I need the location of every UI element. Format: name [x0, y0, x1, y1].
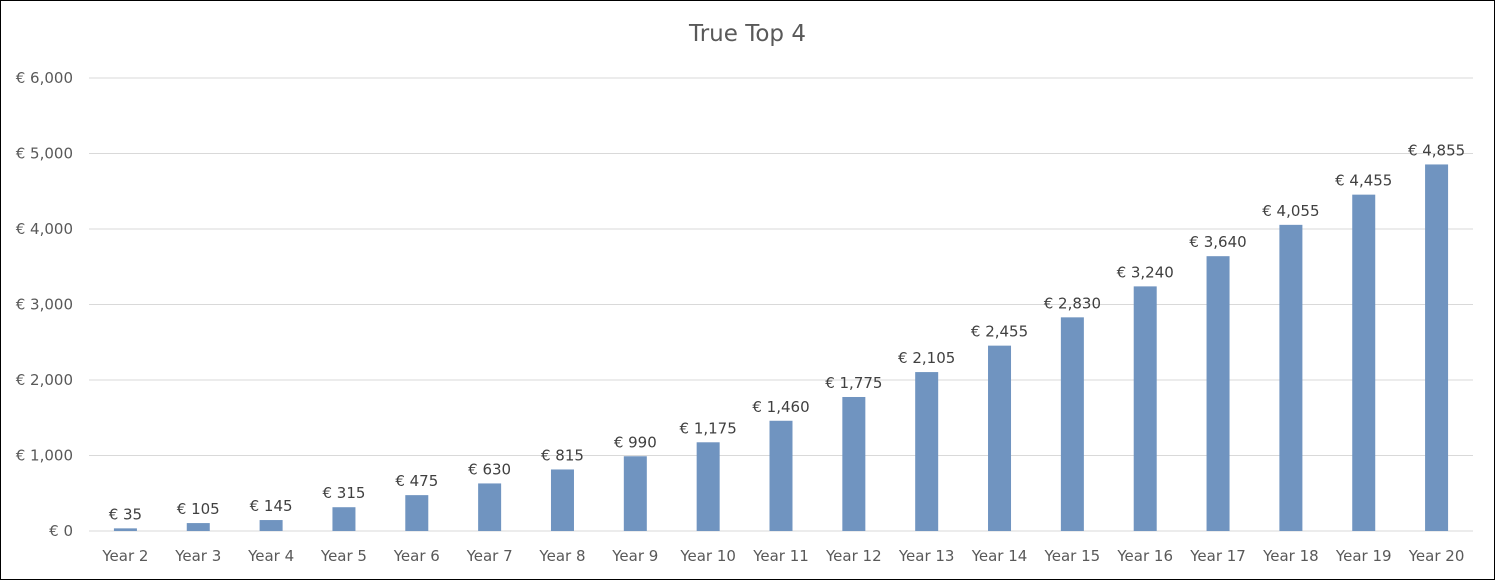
x-tick-label: Year 3 — [174, 547, 221, 565]
data-label: € 35 — [109, 505, 142, 523]
data-label: € 2,105 — [898, 349, 955, 367]
y-tick-label: € 5,000 — [16, 145, 73, 163]
x-tick-label: Year 8 — [538, 547, 585, 565]
bar — [405, 495, 429, 531]
data-label: € 1,175 — [680, 419, 737, 437]
x-tick-label: Year 2 — [101, 547, 148, 565]
y-tick-label: € 6,000 — [16, 69, 73, 87]
data-label: € 1,460 — [752, 398, 809, 416]
x-tick-label: Year 4 — [247, 547, 294, 565]
y-tick-label: € 2,000 — [16, 371, 73, 389]
bar — [842, 396, 866, 531]
data-label: € 4,455 — [1335, 172, 1392, 190]
x-tick-label: Year 19 — [1335, 547, 1392, 565]
data-label: € 990 — [614, 433, 657, 451]
x-tick-label: Year 7 — [466, 547, 513, 565]
x-tick-label: Year 11 — [752, 547, 809, 565]
x-tick-label: Year 15 — [1044, 547, 1101, 565]
x-tick-label: Year 14 — [971, 547, 1028, 565]
bar — [332, 507, 356, 531]
bar — [186, 523, 210, 531]
data-label: € 315 — [322, 484, 365, 502]
x-tick-label: Year 18 — [1262, 547, 1319, 565]
data-label: € 4,055 — [1262, 202, 1319, 220]
bar — [259, 520, 283, 531]
bar — [1060, 317, 1084, 531]
x-tick-label: Year 12 — [825, 547, 882, 565]
data-label: € 475 — [395, 472, 438, 490]
bar — [696, 442, 720, 531]
data-label: € 630 — [468, 460, 511, 478]
bar — [1279, 224, 1303, 531]
y-tick-label: € 3,000 — [16, 296, 73, 314]
x-tick-label: Year 6 — [393, 547, 440, 565]
bar — [1206, 256, 1230, 531]
x-tick-label: Year 20 — [1408, 547, 1465, 565]
data-label: € 1,775 — [825, 374, 882, 392]
bar — [478, 483, 502, 531]
data-label: € 815 — [541, 446, 584, 464]
bar — [623, 456, 647, 531]
data-label: € 3,640 — [1189, 233, 1246, 251]
y-tick-label: € 4,000 — [16, 220, 73, 238]
data-label: € 2,455 — [971, 323, 1028, 341]
bar — [550, 469, 574, 531]
x-tick-label: Year 10 — [679, 547, 736, 565]
chart-title: True Top 4 — [689, 21, 806, 47]
x-tick-label: Year 9 — [611, 547, 658, 565]
bar — [1425, 164, 1449, 531]
bar — [915, 372, 939, 531]
y-tick-label: € 1,000 — [16, 447, 73, 465]
x-tick-label: Year 16 — [1116, 547, 1173, 565]
data-label: € 4,855 — [1408, 141, 1465, 159]
bar — [1352, 194, 1376, 531]
y-tick-label: € 0 — [49, 522, 73, 540]
x-tick-label: Year 5 — [320, 547, 367, 565]
x-tick-label: Year 13 — [898, 547, 955, 565]
bar — [769, 420, 793, 531]
data-label: € 2,830 — [1044, 294, 1101, 312]
data-label: € 145 — [250, 497, 293, 515]
x-tick-label: Year 17 — [1189, 547, 1246, 565]
bar — [988, 345, 1012, 531]
data-label: € 3,240 — [1117, 263, 1174, 281]
data-label: € 105 — [177, 500, 220, 518]
bar — [113, 528, 137, 531]
bar — [1133, 286, 1157, 531]
